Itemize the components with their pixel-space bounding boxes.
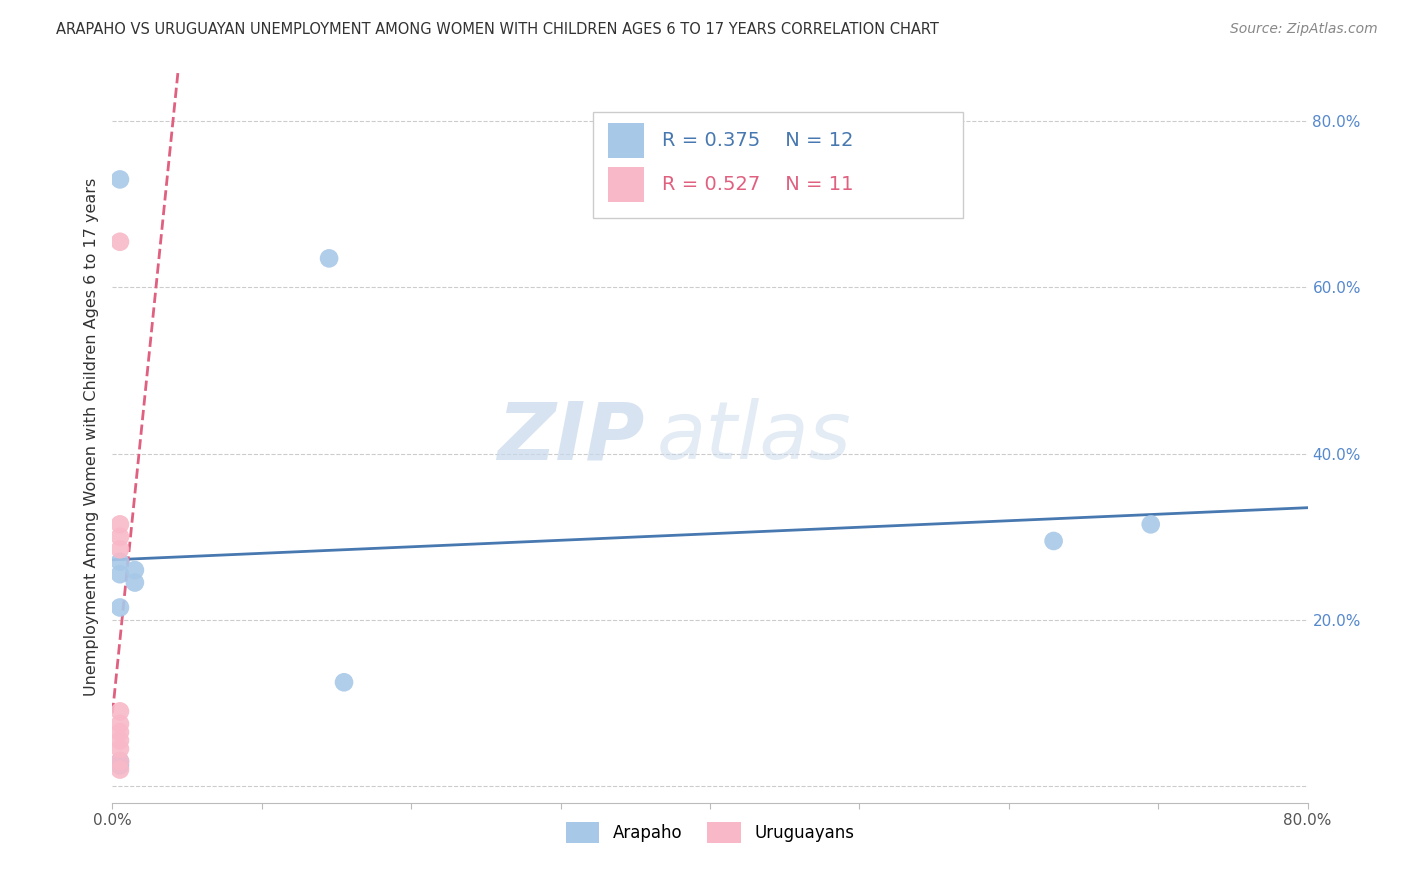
Point bbox=[108, 754, 131, 768]
Text: R = 0.527    N = 11: R = 0.527 N = 11 bbox=[662, 175, 853, 194]
Point bbox=[108, 555, 131, 569]
Y-axis label: Unemployment Among Women with Children Ages 6 to 17 years: Unemployment Among Women with Children A… bbox=[83, 178, 98, 696]
Point bbox=[108, 716, 131, 731]
Point bbox=[108, 733, 131, 747]
FancyBboxPatch shape bbox=[593, 112, 963, 218]
Point bbox=[108, 567, 131, 582]
Legend: Arapaho, Uruguayans: Arapaho, Uruguayans bbox=[560, 815, 860, 849]
Point bbox=[333, 675, 356, 690]
Point bbox=[108, 530, 131, 544]
Point bbox=[108, 517, 131, 532]
Point bbox=[108, 600, 131, 615]
Point bbox=[1139, 517, 1161, 532]
Bar bbox=[609, 167, 644, 202]
Point bbox=[124, 575, 146, 590]
Point bbox=[108, 542, 131, 557]
Bar bbox=[609, 123, 644, 159]
Text: ARAPAHO VS URUGUAYAN UNEMPLOYMENT AMONG WOMEN WITH CHILDREN AGES 6 TO 17 YEARS C: ARAPAHO VS URUGUAYAN UNEMPLOYMENT AMONG … bbox=[56, 22, 939, 37]
Point bbox=[318, 252, 340, 266]
Point bbox=[108, 725, 131, 739]
Point bbox=[108, 705, 131, 719]
Point bbox=[124, 563, 146, 577]
Point bbox=[108, 763, 131, 777]
Text: ZIP: ZIP bbox=[496, 398, 644, 476]
Point bbox=[108, 235, 131, 249]
Text: Source: ZipAtlas.com: Source: ZipAtlas.com bbox=[1230, 22, 1378, 37]
Text: atlas: atlas bbox=[657, 398, 851, 476]
Point bbox=[108, 758, 131, 772]
Point bbox=[1042, 533, 1064, 548]
Point bbox=[108, 754, 131, 768]
Point bbox=[108, 172, 131, 186]
Point bbox=[108, 741, 131, 756]
Text: R = 0.375    N = 12: R = 0.375 N = 12 bbox=[662, 131, 853, 151]
